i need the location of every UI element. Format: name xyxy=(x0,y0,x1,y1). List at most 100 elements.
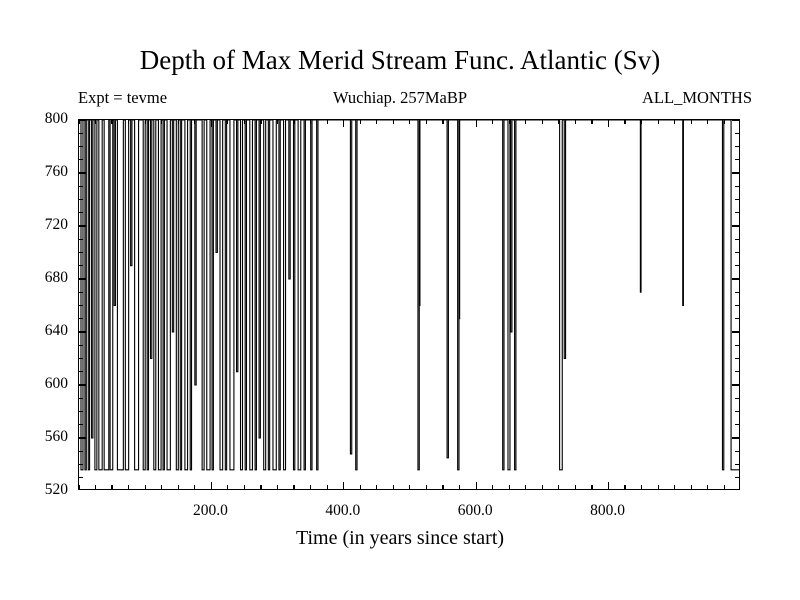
x-axis-title: Time (in years since start) xyxy=(295,527,505,549)
x-axis-tick-bottom xyxy=(177,485,179,489)
x-axis-tick-top xyxy=(177,120,179,124)
experiment-label: Expt = tevme xyxy=(78,88,168,107)
y-axis-tick-left xyxy=(79,304,83,306)
y-axis-tick-left xyxy=(79,145,83,147)
y-axis-tick-left xyxy=(79,437,86,439)
y-axis-tick-right xyxy=(735,185,739,187)
x-axis-tick-bottom xyxy=(194,485,196,489)
x-axis-tick-top xyxy=(723,120,725,124)
y-axis-tick-left xyxy=(79,225,86,227)
x-axis-tick-top xyxy=(458,120,461,124)
x-axis-tick-bottom xyxy=(591,485,593,489)
x-axis-tick-bottom xyxy=(111,485,113,489)
y-axis-tick-right xyxy=(735,424,739,426)
x-tick-label: 800.0 xyxy=(590,502,626,519)
x-axis-tick-top xyxy=(558,120,560,124)
x-axis-tick-top xyxy=(624,120,626,124)
x-axis-tick-bottom xyxy=(359,485,361,489)
x-axis-tick-top xyxy=(392,120,394,124)
y-axis-tick-left xyxy=(79,212,83,214)
x-axis-tick-bottom xyxy=(492,485,494,489)
y-axis-tick-left xyxy=(79,238,83,240)
x-axis-tick-top xyxy=(227,120,229,124)
x-axis-tick-top xyxy=(690,120,692,124)
x-axis-tick-top xyxy=(194,120,196,124)
y-tick-label: 600 xyxy=(44,375,68,392)
y-axis-tick-right xyxy=(735,477,739,479)
y-axis-tick-right xyxy=(732,384,739,386)
y-axis-tick-left xyxy=(79,159,83,161)
x-tick-label: 400.0 xyxy=(325,502,361,519)
x-axis-tick-bottom xyxy=(574,485,576,489)
y-axis-tick-right xyxy=(735,318,739,320)
y-axis-tick-right xyxy=(735,238,739,240)
x-axis-tick-top xyxy=(442,120,444,124)
y-axis-tick-right xyxy=(732,225,739,227)
y-tick-label: 560 xyxy=(44,428,68,445)
y-axis-tick-left xyxy=(79,120,86,121)
y-axis-tick-right xyxy=(732,437,739,439)
y-axis-tick-left xyxy=(79,331,86,333)
x-axis-tick-bottom xyxy=(376,485,378,489)
x-axis-tick-top xyxy=(376,120,378,124)
y-axis-tick-right xyxy=(735,251,739,253)
y-axis-tick-right xyxy=(735,463,739,465)
x-axis-tick-top xyxy=(94,120,97,124)
y-tick-label: 720 xyxy=(44,216,68,233)
x-axis-tick-bottom xyxy=(276,485,279,489)
x-axis-tick-bottom xyxy=(442,485,444,489)
y-tick-label: 520 xyxy=(44,481,68,498)
x-axis-tick-top xyxy=(674,120,676,124)
y-axis-tick-right xyxy=(735,159,739,161)
x-axis-tick-bottom xyxy=(310,485,312,489)
x-axis-tick-bottom xyxy=(161,485,163,489)
x-axis-tick-bottom xyxy=(243,485,245,489)
x-axis-tick-top xyxy=(144,120,146,124)
x-axis-tick-bottom xyxy=(79,485,80,489)
x-axis-tick-top xyxy=(127,120,130,124)
y-axis-tick-right xyxy=(735,265,739,267)
x-axis-tick-bottom xyxy=(624,485,626,489)
x-axis-tick-bottom xyxy=(343,482,345,489)
months-label: ALL_MONTHS xyxy=(642,88,752,107)
x-axis-tick-top xyxy=(243,120,245,124)
x-axis-tick-bottom xyxy=(127,485,130,489)
y-axis-tick-left xyxy=(79,185,83,187)
x-axis-tick-bottom xyxy=(392,485,394,489)
x-axis-tick-bottom xyxy=(558,485,560,489)
y-axis-tick-left xyxy=(79,424,83,426)
y-axis-tick-left xyxy=(79,357,83,359)
period-label: Wuchiap. 257MaBP xyxy=(332,88,468,107)
y-axis-tick-right xyxy=(735,371,739,373)
y-axis-tick-left xyxy=(79,291,83,293)
y-axis-tick-left xyxy=(79,251,83,253)
y-axis-tick-left xyxy=(79,410,83,412)
y-axis-tick-left xyxy=(79,450,83,452)
x-axis-tick-bottom xyxy=(508,485,510,489)
x-axis-tick-top xyxy=(276,120,279,124)
x-axis-tick-top xyxy=(310,120,312,124)
x-axis-tick-bottom xyxy=(227,485,229,489)
x-axis-tick-top xyxy=(492,120,494,124)
x-axis-tick-top xyxy=(525,120,527,124)
x-axis-tick-top xyxy=(508,120,510,124)
x-axis-tick-bottom xyxy=(409,485,411,489)
x-axis-tick-top xyxy=(343,120,345,127)
x-tick-label: 200.0 xyxy=(192,502,228,519)
y-tick-label: 640 xyxy=(44,322,68,339)
y-axis-tick-right xyxy=(732,331,739,333)
y-axis-tick-left xyxy=(79,397,83,399)
x-axis-tick-bottom xyxy=(94,485,97,489)
y-axis-tick-right xyxy=(735,397,739,399)
x-axis-tick-bottom xyxy=(674,485,676,489)
x-axis-tick-bottom xyxy=(541,485,543,489)
x-axis-tick-bottom xyxy=(293,485,295,489)
x-axis-tick-top xyxy=(657,120,659,124)
y-axis-tick-right xyxy=(735,212,739,214)
y-tick-label: 680 xyxy=(44,269,68,286)
y-axis-tick-right xyxy=(732,120,739,121)
x-axis-tick-top xyxy=(641,120,643,124)
x-tick-label: 600.0 xyxy=(457,502,493,519)
x-axis-tick-bottom xyxy=(425,485,428,489)
y-axis-tick-left xyxy=(79,318,83,320)
